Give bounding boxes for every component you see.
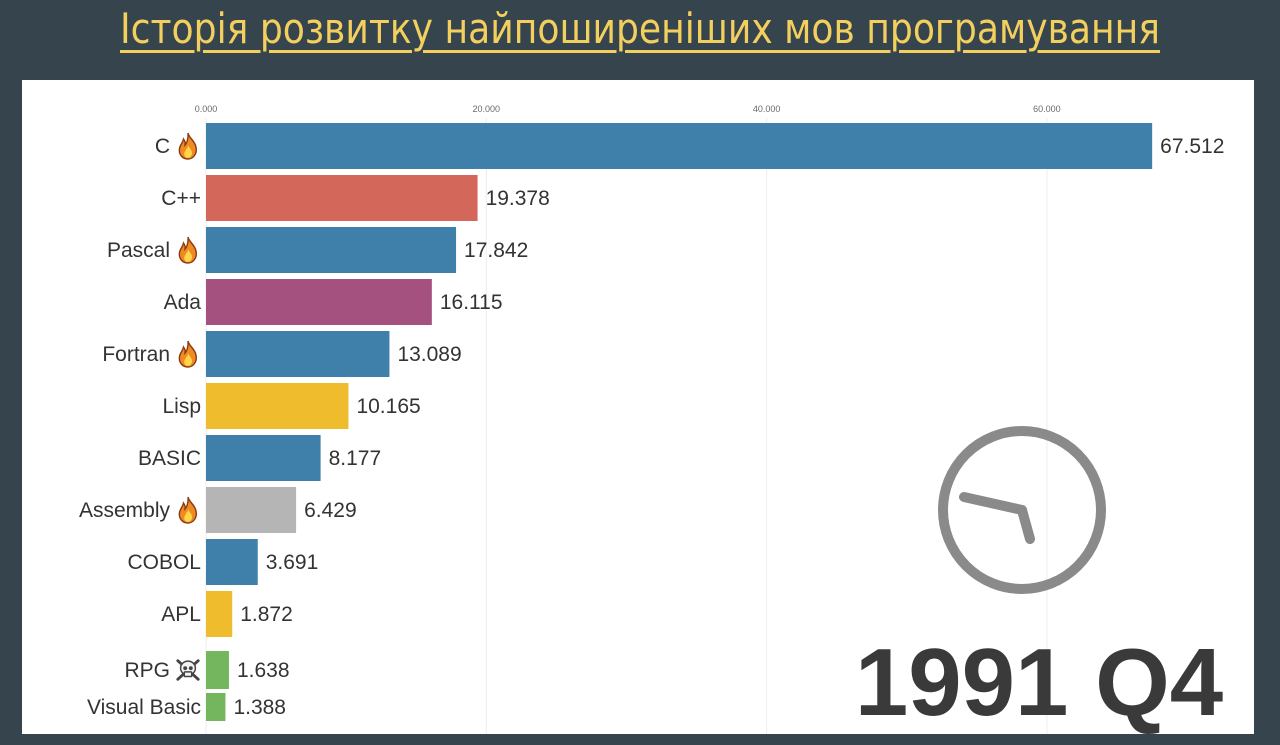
value-label: 6.429	[304, 499, 357, 522]
category-label: C	[155, 135, 170, 158]
value-label: 16.115	[440, 291, 503, 314]
value-label: 13.089	[397, 343, 461, 366]
bar	[206, 435, 321, 481]
clock-face	[938, 426, 1106, 594]
bar	[206, 693, 226, 721]
value-label: 10.165	[356, 395, 420, 418]
bar	[206, 539, 258, 585]
category-label: Visual Basic	[87, 696, 201, 719]
bar	[206, 383, 349, 429]
category-label: BASIC	[138, 447, 201, 470]
bar-chart: 0.000 20.000 40.000 60.000 C 67.512 C++ 19.378…	[79, 104, 1224, 734]
period-label: 1991 Q4	[855, 629, 1223, 734]
fire-icon	[178, 340, 198, 368]
x-tick-label: 20.000	[473, 104, 501, 114]
category-label: C++	[161, 187, 201, 210]
clock-hand-hour	[1017, 505, 1035, 544]
x-tick-label: 60.000	[1033, 104, 1061, 114]
page-title-text: Історія розвитку найпоширеніших мов прог…	[119, 4, 1160, 53]
value-label: 67.512	[1160, 135, 1224, 158]
fire-icon	[178, 132, 198, 160]
bar	[206, 591, 233, 637]
value-label: 19.378	[486, 187, 550, 210]
value-label: 8.177	[329, 447, 382, 470]
page-title: Історія розвитку найпоширеніших мов прог…	[90, 4, 1191, 53]
bar	[206, 175, 478, 221]
clock-hand-minute	[959, 492, 1027, 515]
value-label: 17.842	[464, 239, 528, 262]
bar	[206, 279, 432, 325]
tick-layer: 0.000 20.000 40.000 60.000	[195, 104, 1061, 114]
bar	[206, 651, 229, 689]
chart-panel: 0.000 20.000 40.000 60.000 C 67.512 C++ 19.378…	[22, 80, 1254, 734]
x-tick-label: 40.000	[753, 104, 781, 114]
category-label: Fortran	[102, 343, 170, 366]
category-label: RPG	[124, 659, 170, 682]
value-label: 1.872	[240, 603, 293, 626]
value-label: 1.388	[233, 696, 286, 719]
skull-icon	[176, 659, 200, 681]
value-label: 1.638	[237, 659, 290, 682]
bar	[206, 227, 457, 273]
bar	[206, 487, 297, 533]
value-label: 3.691	[266, 551, 319, 574]
category-label: Pascal	[107, 239, 170, 262]
x-tick-label: 0.000	[195, 104, 218, 114]
clock-icon	[938, 426, 1106, 594]
fire-icon	[178, 236, 198, 264]
bar	[206, 331, 390, 377]
category-label: Assembly	[79, 499, 171, 522]
category-label: COBOL	[127, 551, 201, 574]
category-label: Ada	[164, 291, 202, 314]
category-label: Lisp	[162, 395, 201, 418]
category-label: APL	[161, 603, 201, 626]
fire-icon	[178, 496, 198, 524]
bar	[206, 123, 1153, 169]
bar-layer: C 67.512 C++ 19.378 Pascal 17.842 Ada 16.115 For…	[79, 123, 1224, 721]
